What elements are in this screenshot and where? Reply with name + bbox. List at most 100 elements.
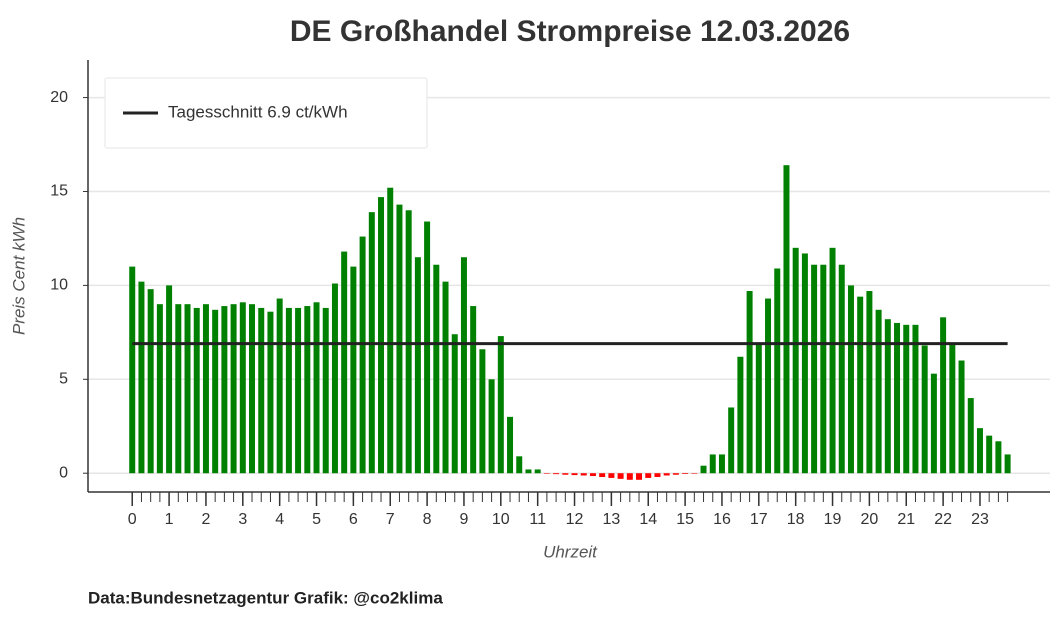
- bar: [295, 307, 302, 474]
- bar: [580, 473, 587, 476]
- bar: [636, 473, 643, 480]
- legend-label: Tagesschnitt 6.9 ct/kWh: [168, 102, 348, 121]
- legend-box: [104, 77, 428, 149]
- bar: [857, 296, 864, 474]
- bar: [276, 298, 283, 474]
- bar: [829, 247, 836, 474]
- bar: [202, 304, 209, 474]
- bar: [921, 345, 928, 474]
- x-tick-label: 3: [238, 511, 247, 528]
- bar: [553, 473, 560, 475]
- source-note: Data:Bundesnetzagentur Grafik: @co2klima: [88, 588, 443, 607]
- bar: [156, 304, 163, 474]
- bar: [663, 473, 670, 476]
- bar: [608, 473, 615, 478]
- bar: [147, 289, 154, 474]
- bar: [728, 407, 735, 474]
- x-tick-label: 15: [676, 511, 694, 528]
- bar: [249, 304, 256, 474]
- bar: [866, 291, 873, 474]
- bar: [433, 264, 440, 474]
- bar: [175, 304, 182, 474]
- bar: [479, 349, 486, 474]
- bar: [783, 165, 790, 474]
- bar: [525, 469, 532, 474]
- bar: [709, 454, 716, 474]
- bar: [322, 307, 329, 474]
- bar: [460, 257, 467, 474]
- chart-title: DE Großhandel Strompreise 12.03.2026: [290, 15, 850, 48]
- bar: [930, 373, 937, 474]
- x-tick-label: 19: [824, 511, 842, 528]
- bar: [691, 473, 698, 474]
- bar: [239, 302, 246, 474]
- bar: [903, 324, 910, 474]
- bar: [424, 221, 431, 474]
- bar: [534, 469, 541, 474]
- bar: [350, 266, 357, 474]
- bar: [304, 306, 311, 474]
- bar: [746, 291, 753, 474]
- bar: [884, 319, 891, 474]
- bar: [571, 473, 578, 476]
- bar: [562, 473, 569, 475]
- bar: [230, 304, 237, 474]
- x-tick-label: 0: [128, 511, 137, 528]
- bar: [949, 343, 956, 474]
- x-tick-label: 12: [566, 511, 584, 528]
- bar: [672, 473, 679, 475]
- bar: [258, 307, 265, 474]
- bar: [212, 309, 219, 474]
- y-tick-label: 15: [50, 183, 68, 200]
- bar: [986, 435, 993, 474]
- bar: [341, 251, 348, 474]
- bar: [507, 416, 514, 474]
- bar: [838, 264, 845, 474]
- x-tick-label: 17: [750, 511, 768, 528]
- bar: [221, 306, 228, 474]
- x-tick-label: 1: [165, 511, 174, 528]
- x-tick-label: 5: [312, 511, 321, 528]
- bar: [516, 456, 523, 474]
- bar: [589, 473, 596, 477]
- bar: [267, 311, 274, 474]
- bar: [958, 360, 965, 474]
- bar: [129, 266, 136, 474]
- x-tick-label: 4: [275, 511, 284, 528]
- bar: [166, 285, 173, 474]
- x-tick-label: 11: [529, 511, 546, 528]
- x-tick-label: 22: [934, 511, 952, 528]
- bar: [755, 343, 762, 474]
- x-tick-label: 13: [602, 511, 620, 528]
- x-tick-label: 2: [201, 511, 210, 528]
- bar: [378, 197, 385, 474]
- bar: [285, 307, 292, 474]
- bar: [940, 317, 947, 474]
- bar: [976, 428, 983, 474]
- bar: [967, 398, 974, 474]
- bar: [682, 473, 689, 474]
- bar: [396, 204, 403, 474]
- bar: [792, 247, 799, 474]
- bar: [820, 264, 827, 474]
- bar: [488, 379, 495, 474]
- bar: [387, 187, 394, 474]
- bar: [184, 304, 191, 474]
- bar: [599, 473, 606, 477]
- y-tick-label: 5: [59, 371, 68, 388]
- bar: [359, 236, 366, 474]
- y-tick-label: 0: [59, 464, 68, 481]
- bar: [451, 334, 458, 474]
- bar: [543, 473, 550, 474]
- x-tick-label: 20: [860, 511, 878, 528]
- bar: [442, 281, 449, 474]
- bar: [811, 264, 818, 474]
- bar: [1004, 454, 1011, 474]
- x-tick-label: 21: [897, 511, 915, 528]
- bar: [138, 281, 145, 474]
- bar: [405, 210, 412, 474]
- x-tick-label: 9: [460, 511, 469, 528]
- bar: [912, 324, 919, 474]
- bar: [414, 257, 421, 474]
